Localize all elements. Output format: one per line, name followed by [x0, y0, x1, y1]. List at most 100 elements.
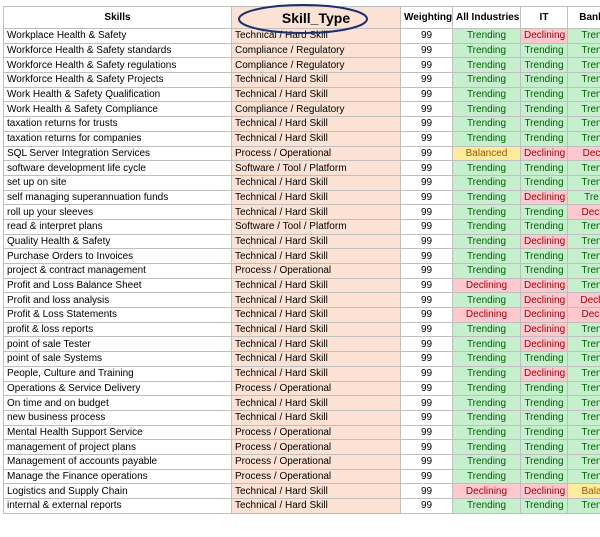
table-row: Quality Health & Safety Technical / Hard … [3, 233, 600, 250]
table-cell: Tren [567, 395, 600, 411]
table-cell: Trending [520, 468, 568, 485]
table-cell: Tren [567, 351, 600, 367]
table-cell: Trending [520, 72, 568, 88]
table-cell: Trending [520, 86, 568, 103]
table-cell: Declining [520, 233, 568, 250]
table-row: SQL Server Integration Services Process /… [3, 145, 600, 162]
table-row: point of sale Tester Technical / Hard Ski… [3, 336, 600, 353]
table-row: On time and on budget Technical / Hard Sk… [3, 395, 600, 411]
table-cell: Trending [520, 439, 568, 455]
table-cell: new business process [3, 409, 232, 426]
table-cell: taxation returns for trusts [3, 116, 232, 132]
table-cell: 99 [400, 160, 453, 176]
table-cell: Trending [452, 351, 521, 367]
table-cell: Operations & Service Delivery [3, 380, 232, 397]
table-cell: Technical / Hard Skill [231, 321, 401, 338]
table-cell: Trending [520, 380, 568, 397]
table-cell: Tren [567, 72, 600, 88]
table-row: set up on site Technical / Hard Skill 99 Tr… [3, 174, 600, 191]
table-cell: Technical / Hard Skill [231, 248, 401, 264]
table-cell: Declining [520, 336, 568, 353]
skills-table: Skills Skill_Type Weighting All Industries I… [3, 6, 600, 514]
table-cell: 99 [400, 409, 453, 426]
table-cell: Trending [520, 174, 568, 191]
table-cell: Trending [452, 365, 521, 382]
table-cell: Declining [520, 307, 568, 323]
table-cell: point of sale Systems [3, 351, 232, 367]
table-row: taxation returns for trusts Technical / H… [3, 116, 600, 132]
table-row: People, Culture and Training Technical / … [3, 365, 600, 382]
table-cell: Trending [520, 424, 568, 441]
table-row: Workforce Health & Safety regulations Com… [3, 57, 600, 74]
table-cell: Tren [567, 453, 600, 470]
table-cell: Tren [567, 468, 600, 485]
table-cell: Declining [452, 483, 521, 499]
table-cell: Trending [520, 160, 568, 176]
table-cell: Tren [567, 380, 600, 397]
table-cell: 99 [400, 321, 453, 338]
table-cell: Trending [452, 263, 521, 279]
table-row: self managing superannuation funds Techni… [3, 189, 600, 206]
table-row: internal & external reports Technical / H… [3, 498, 600, 514]
table-cell: Technical / Hard Skill [231, 483, 401, 499]
table-cell: Mental Health Support Service [3, 424, 232, 441]
table-cell: profit & loss reports [3, 321, 232, 338]
table-cell: 99 [400, 42, 453, 59]
table-cell: Trending [520, 57, 568, 74]
column-header: All Industries [452, 6, 521, 29]
table-row: Workforce Health & Safety Projects Techni… [3, 72, 600, 88]
table-cell: Technical / Hard Skill [231, 174, 401, 191]
table-cell: 99 [400, 307, 453, 323]
table-cell: 99 [400, 468, 453, 485]
table-cell: Trending [520, 116, 568, 132]
table-cell: 99 [400, 174, 453, 191]
table-cell: Declining [520, 189, 568, 206]
table-cell: Declining [520, 292, 568, 309]
table-cell: Trending [452, 439, 521, 455]
table-cell: set up on site [3, 174, 232, 191]
table-cell: Trending [452, 395, 521, 411]
table-cell: Trending [452, 498, 521, 514]
table-row: Operations & Service Delivery Process / O… [3, 380, 600, 397]
table-cell: Declining [520, 321, 568, 338]
table-cell: Declining [452, 277, 521, 294]
table-cell: Decli [567, 292, 600, 309]
table-cell: Balanced [452, 145, 521, 162]
table-cell: Technical / Hard Skill [231, 336, 401, 353]
table-row: Logistics and Supply Chain Technical / Ha… [3, 483, 600, 499]
table-row: management of project plans Process / Ope… [3, 439, 600, 455]
table-cell: Declining [452, 307, 521, 323]
table-cell: Technical / Hard Skill [231, 409, 401, 426]
table-cell: Management of accounts payable [3, 453, 232, 470]
table-cell: Technical / Hard Skill [231, 395, 401, 411]
table-cell: 99 [400, 351, 453, 367]
table-cell: internal & external reports [3, 498, 232, 514]
table-cell: 99 [400, 218, 453, 235]
table-cell: Process / Operational [231, 380, 401, 397]
table-cell: 99 [400, 28, 453, 44]
table-cell: Tren [567, 42, 600, 59]
table-cell: Tren [567, 409, 600, 426]
table-cell: Decl [567, 204, 600, 220]
table-cell: Tren [567, 424, 600, 441]
table-cell: Profit and Loss Balance Sheet [3, 277, 232, 294]
column-header: Bank [567, 6, 600, 29]
table-cell: 99 [400, 204, 453, 220]
table-cell: Software / Tool / Platform [231, 160, 401, 176]
table-cell: Tren [567, 174, 600, 191]
table-cell: Technical / Hard Skill [231, 86, 401, 103]
table-row: Profit and Loss Balance Sheet Technical /… [3, 277, 600, 294]
table-cell: 99 [400, 424, 453, 441]
table-cell: Profit and loss analysis [3, 292, 232, 309]
table-cell: Tren [567, 321, 600, 338]
table-cell: Trending [520, 395, 568, 411]
table-cell: Tren [567, 365, 600, 382]
table-row: roll up your sleeves Technical / Hard Ski… [3, 204, 600, 220]
table-cell: Technical / Hard Skill [231, 307, 401, 323]
table-cell: Declining [520, 277, 568, 294]
table-cell: Trending [452, 28, 521, 44]
table-cell: Bala [567, 483, 600, 499]
table-cell: Technical / Hard Skill [231, 498, 401, 514]
table-cell: Trending [520, 101, 568, 118]
